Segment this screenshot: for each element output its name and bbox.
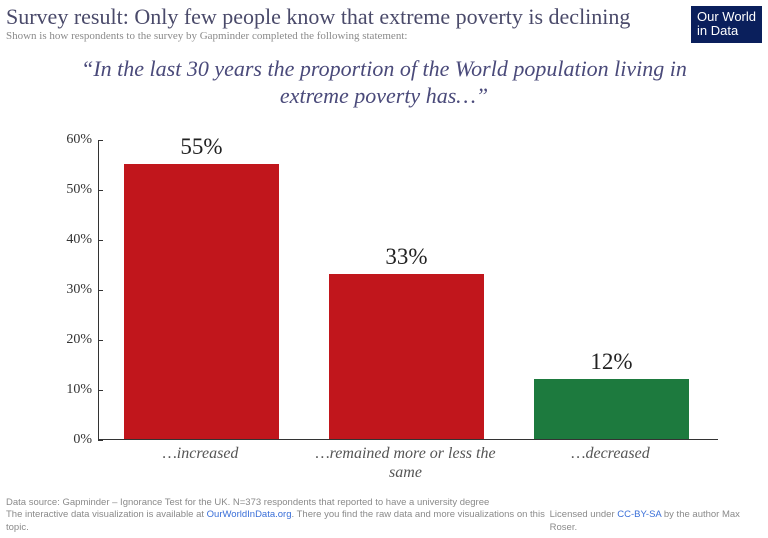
x-label: …remained more or less the same bbox=[313, 444, 498, 482]
bar-value-label: 12% bbox=[534, 349, 689, 379]
logo-line1: Our World bbox=[697, 9, 756, 24]
y-tick: 20% bbox=[50, 332, 98, 348]
logo-line2: in Data bbox=[697, 23, 738, 38]
page-subtitle: Shown is how respondents to the survey b… bbox=[6, 30, 683, 42]
survey-question-quote: “In the last 30 years the proportion of … bbox=[0, 43, 768, 116]
bar: 55% bbox=[124, 164, 279, 439]
y-tick: 50% bbox=[50, 182, 98, 198]
bar-value-label: 33% bbox=[329, 244, 484, 274]
y-tick: 30% bbox=[50, 282, 98, 298]
owid-link[interactable]: OurWorldInData.org bbox=[207, 509, 292, 520]
footer-source: Data source: Gapminder – Ignorance Test … bbox=[6, 497, 762, 509]
bar: 33% bbox=[329, 274, 484, 439]
x-label: …decreased bbox=[518, 444, 703, 463]
footer-line2: The interactive data visualization is av… bbox=[6, 509, 550, 534]
license-link[interactable]: CC-BY-SA bbox=[617, 509, 661, 520]
bar: 12% bbox=[534, 379, 689, 439]
x-label: …increased bbox=[108, 444, 293, 463]
footer-license: Licensed under CC-BY-SA by the author Ma… bbox=[550, 509, 762, 534]
y-tick: 40% bbox=[50, 232, 98, 248]
plot-area: 55% 33% 12% bbox=[98, 140, 718, 440]
owid-logo: Our World in Data bbox=[691, 6, 762, 43]
y-tick: 60% bbox=[50, 132, 98, 148]
footer-row: The interactive data visualization is av… bbox=[6, 509, 762, 534]
footer: Data source: Gapminder – Ignorance Test … bbox=[6, 497, 762, 534]
title-block: Survey result: Only few people know that… bbox=[6, 4, 683, 42]
page-title: Survey result: Only few people know that… bbox=[6, 4, 683, 29]
y-tick: 0% bbox=[50, 432, 98, 448]
bar-value-label: 55% bbox=[124, 134, 279, 164]
bar-chart: 0%10%20%30%40%50%60% 55%33%12% …increase… bbox=[50, 140, 740, 470]
y-tick: 10% bbox=[50, 382, 98, 398]
header: Survey result: Only few people know that… bbox=[0, 0, 768, 43]
